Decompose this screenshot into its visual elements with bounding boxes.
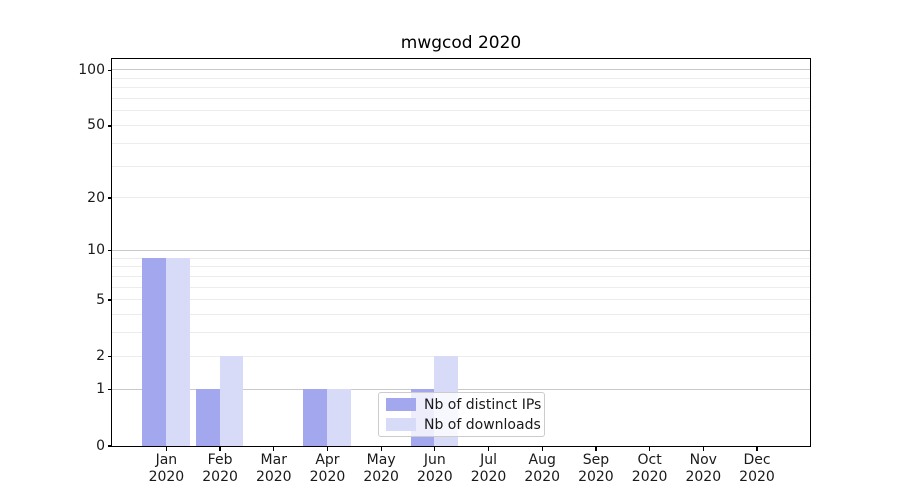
legend-label: Nb of downloads [424, 416, 541, 433]
x-tick-mark [165, 446, 168, 451]
y-tick-label: 100 [78, 61, 105, 78]
x-tick-label: May 2020 [363, 452, 399, 485]
x-tick-label: Oct 2020 [631, 452, 668, 485]
x-tick-mark [487, 446, 490, 451]
y-tick-mark [107, 445, 112, 447]
minor-gridline [111, 125, 810, 126]
x-tick-mark [219, 446, 221, 451]
legend: Nb of distinct IPs Nb of downloads [378, 392, 545, 437]
x-tick-label: Mar 2020 [255, 452, 292, 485]
x-tick-label: Nov 2020 [685, 452, 722, 485]
minor-gridline [111, 98, 810, 100]
legend-swatch [386, 418, 416, 431]
y-tick-label: 1 [96, 381, 105, 398]
x-tick-mark [541, 446, 543, 451]
y-tick-label: 50 [87, 117, 105, 134]
minor-gridline [111, 142, 810, 144]
x-tick-label: Jul 2020 [470, 452, 507, 485]
x-tick-label: Apr 2020 [309, 452, 346, 485]
minor-gridline [111, 197, 810, 199]
x-tick-label: Aug 2020 [524, 452, 561, 485]
minor-gridline [111, 257, 810, 259]
x-tick-mark [702, 446, 704, 451]
y-tick-label: 0 [96, 437, 105, 454]
minor-gridline [111, 165, 810, 167]
x-tick-mark [273, 446, 275, 451]
y-tick-mark [107, 125, 112, 127]
plot-area [110, 57, 811, 447]
minor-gridline [111, 299, 810, 301]
minor-gridline [111, 110, 810, 112]
bar-distinct-ips [195, 389, 220, 446]
minor-gridline [111, 286, 810, 288]
minor-gridline [111, 275, 810, 277]
y-tick-mark [107, 69, 112, 71]
minor-gridline [111, 355, 810, 357]
minor-gridline [111, 87, 810, 89]
x-tick-mark [326, 446, 329, 451]
y-tick-mark [107, 197, 112, 199]
bar-downloads [166, 258, 190, 446]
minor-gridline [111, 266, 810, 268]
x-tick-mark [434, 446, 436, 451]
major-gridline [111, 69, 810, 71]
legend-swatch [386, 398, 416, 411]
x-tick-label: Sep 2020 [578, 452, 614, 485]
y-tick-mark [107, 388, 112, 391]
x-tick-mark [648, 446, 651, 451]
y-tick-label: 10 [87, 242, 105, 259]
y-tick-label: 5 [96, 291, 105, 308]
x-tick-label: Feb 2020 [202, 452, 238, 485]
chart-title: mwgcod 2020 [400, 33, 522, 53]
legend-row: Nb of distinct IPs [386, 397, 544, 413]
x-tick-label: Jan 2020 [148, 452, 185, 485]
y-tick-mark [107, 250, 112, 252]
major-gridline [111, 249, 810, 251]
legend-label: Nb of distinct IPs [424, 396, 542, 413]
y-tick-mark [107, 299, 112, 301]
x-tick-mark [380, 446, 382, 451]
y-tick-mark [107, 355, 112, 358]
y-tick-label: 2 [96, 348, 105, 365]
minor-gridline [111, 314, 810, 316]
x-tick-label: Dec 2020 [739, 452, 775, 485]
x-tick-mark [756, 446, 758, 451]
bar-distinct-ips [142, 258, 166, 446]
x-tick-label: Jun 2020 [417, 452, 453, 485]
bar-downloads [327, 389, 351, 446]
major-gridline [111, 388, 810, 390]
y-tick-label: 20 [87, 189, 105, 206]
minor-gridline [111, 332, 810, 334]
bar-distinct-ips [303, 389, 328, 446]
legend-row: Nb of downloads [386, 417, 544, 433]
x-tick-mark [595, 446, 597, 451]
minor-gridline [111, 77, 810, 79]
bar-downloads [219, 356, 244, 446]
